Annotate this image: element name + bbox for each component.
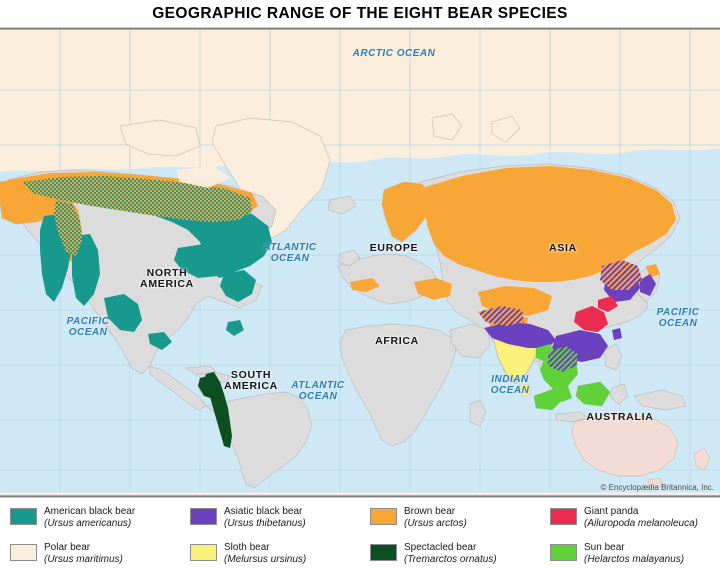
legend-item-brown-bear: Brown bear (Ursus arctos) xyxy=(360,502,540,538)
brown-bear-range-caucasus-carpathians xyxy=(414,278,452,300)
overlap-range-alaska-canada xyxy=(22,176,252,222)
american-black-bear-range-mexico xyxy=(104,294,142,332)
legend-sciname-spectacled-bear: (Tremarctos ornatus) xyxy=(404,553,497,565)
greenland xyxy=(211,117,331,239)
new-guinea xyxy=(633,389,687,411)
giant-panda-range-shaanxi xyxy=(598,296,618,312)
svalbard xyxy=(431,113,463,141)
canadian-arctic-islands xyxy=(119,119,201,157)
asiatic-black-bear-range-japan xyxy=(640,274,656,296)
legend-sciname-sloth-bear: (Melursus ursinus) xyxy=(224,553,307,565)
legend-swatch-american-black-bear xyxy=(10,508,37,525)
title-divider xyxy=(0,27,720,30)
legend-label-asiatic-black-bear: Asiatic black bear xyxy=(224,506,303,517)
polar-bear-range-coastal xyxy=(176,166,230,188)
legend-item-polar-bear: Polar bear (Ursus maritimus) xyxy=(0,538,180,574)
overlap-range-indochina-north xyxy=(548,346,578,372)
asiatic-black-bear-range-taiwan xyxy=(612,328,622,340)
black-brown-bear-overlap xyxy=(22,176,252,256)
legend-swatch-sun-bear xyxy=(550,544,577,561)
australia xyxy=(571,413,679,477)
american-black-bear-range-rockies-us xyxy=(72,234,100,306)
legend-label-polar-bear: Polar bear xyxy=(44,542,91,553)
madagascar xyxy=(469,399,487,427)
legend-swatch-asiatic-black-bear xyxy=(190,508,217,525)
tasmania xyxy=(647,477,663,489)
legend-item-giant-panda: Giant panda (Ailuropoda melanoleuca) xyxy=(540,502,720,538)
sulawesi xyxy=(609,383,629,405)
central-america xyxy=(149,365,207,411)
title-bar: GEOGRAPHIC RANGE OF THE EIGHT BEAR SPECI… xyxy=(0,0,720,27)
american-black-bear-range-florida xyxy=(226,320,244,336)
legend-label-giant-panda: Giant panda xyxy=(584,506,639,517)
legend: American black bear (Ursus americanus) A… xyxy=(0,495,720,576)
arabia xyxy=(449,323,491,359)
spectacled-bear-range xyxy=(198,372,232,448)
legend-swatch-polar-bear xyxy=(10,544,37,561)
page-title: GEOGRAPHIC RANGE OF THE EIGHT BEAR SPECI… xyxy=(152,4,568,22)
polar-bear-range-hudson-bay xyxy=(176,166,230,188)
giant-panda-range xyxy=(574,296,618,332)
legend-label-spectacled-bear: Spectacled bear xyxy=(404,542,477,553)
american-black-bear-range-great-lakes xyxy=(174,244,230,278)
overlap-range-rockies xyxy=(54,200,82,256)
legend-item-spectacled-bear: Spectacled bear (Tremarctos ornatus) xyxy=(360,538,540,574)
world-map: NORTH AMERICA SOUTH AMERICA EUROPE AFRIC… xyxy=(0,30,720,495)
brown-bear-range-russia xyxy=(422,166,676,282)
giant-panda-range-sichuan xyxy=(574,306,608,332)
legend-item-sloth-bear: Sloth bear (Melursus ursinus) xyxy=(180,538,360,574)
american-black-bear-range xyxy=(40,206,272,350)
polar-bear-range-arctic xyxy=(0,30,720,172)
new-zealand xyxy=(693,447,711,471)
philippines xyxy=(603,343,623,371)
legend-label-american-black-bear: American black bear xyxy=(44,506,136,517)
brown-bear-range-pyrenees-alps xyxy=(350,278,380,292)
novaya-zemlya xyxy=(491,115,521,143)
legend-swatch-brown-bear xyxy=(370,508,397,525)
legend-label-sun-bear: Sun bear xyxy=(584,542,625,553)
cuba xyxy=(184,365,217,375)
legend-item-sun-bear: Sun bear (Helarctos malayanus) xyxy=(540,538,720,574)
asiatic-black-bear-range-himalaya xyxy=(484,322,556,348)
legend-sciname-american-black-bear: (Ursus americanus) xyxy=(44,517,132,529)
africa xyxy=(339,323,457,447)
legend-item-asiatic-black-bear: Asiatic black bear (Ursus thibetanus) xyxy=(180,502,360,538)
java xyxy=(555,411,589,423)
legend-swatch-sloth-bear xyxy=(190,544,217,561)
legend-item-american-black-bear: American black bear (Ursus americanus) xyxy=(0,502,180,538)
legend-swatch-giant-panda xyxy=(550,508,577,525)
american-black-bear-range-mexico-south xyxy=(148,332,172,350)
brown-bear-range-scandinavia xyxy=(382,182,432,242)
legend-label-sloth-bear: Sloth bear xyxy=(224,542,270,553)
legend-sciname-sun-bear: (Helarctos malayanus) xyxy=(584,553,685,565)
overlap-range-manchuria xyxy=(600,260,642,290)
legend-sciname-giant-panda: (Ailuropoda melanoleuca) xyxy=(584,517,698,529)
american-black-bear-range-appalachia xyxy=(220,270,256,302)
overlap-range-himalaya-west xyxy=(478,306,524,326)
spectacled-bear-range-north-andes xyxy=(198,376,212,398)
british-isles xyxy=(337,249,361,267)
legend-divider xyxy=(0,495,720,498)
antarctica-edge xyxy=(0,491,720,495)
legend-sciname-asiatic-black-bear: (Ursus thibetanus) xyxy=(224,517,306,529)
american-black-bear-range-canada-east xyxy=(150,206,272,278)
legend-swatch-spectacled-bear xyxy=(370,544,397,561)
sloth-bear-range-sri-lanka xyxy=(519,383,531,397)
legend-label-brown-bear: Brown bear xyxy=(404,506,456,517)
legend-sciname-brown-bear: (Ursus arctos) xyxy=(404,517,467,529)
legend-sciname-polar-bear: (Ursus maritimus) xyxy=(44,553,123,565)
sun-asiatic-bear-overlap xyxy=(548,346,578,372)
sun-bear-range-sumatra xyxy=(534,388,566,410)
asiatic-brown-bear-overlap xyxy=(478,260,642,326)
iceland xyxy=(327,195,357,215)
map-canvas xyxy=(0,30,720,495)
copyright-notice: © Encyclopædia Britannica, Inc. xyxy=(600,483,714,492)
sun-bear-range-borneo xyxy=(576,382,610,406)
